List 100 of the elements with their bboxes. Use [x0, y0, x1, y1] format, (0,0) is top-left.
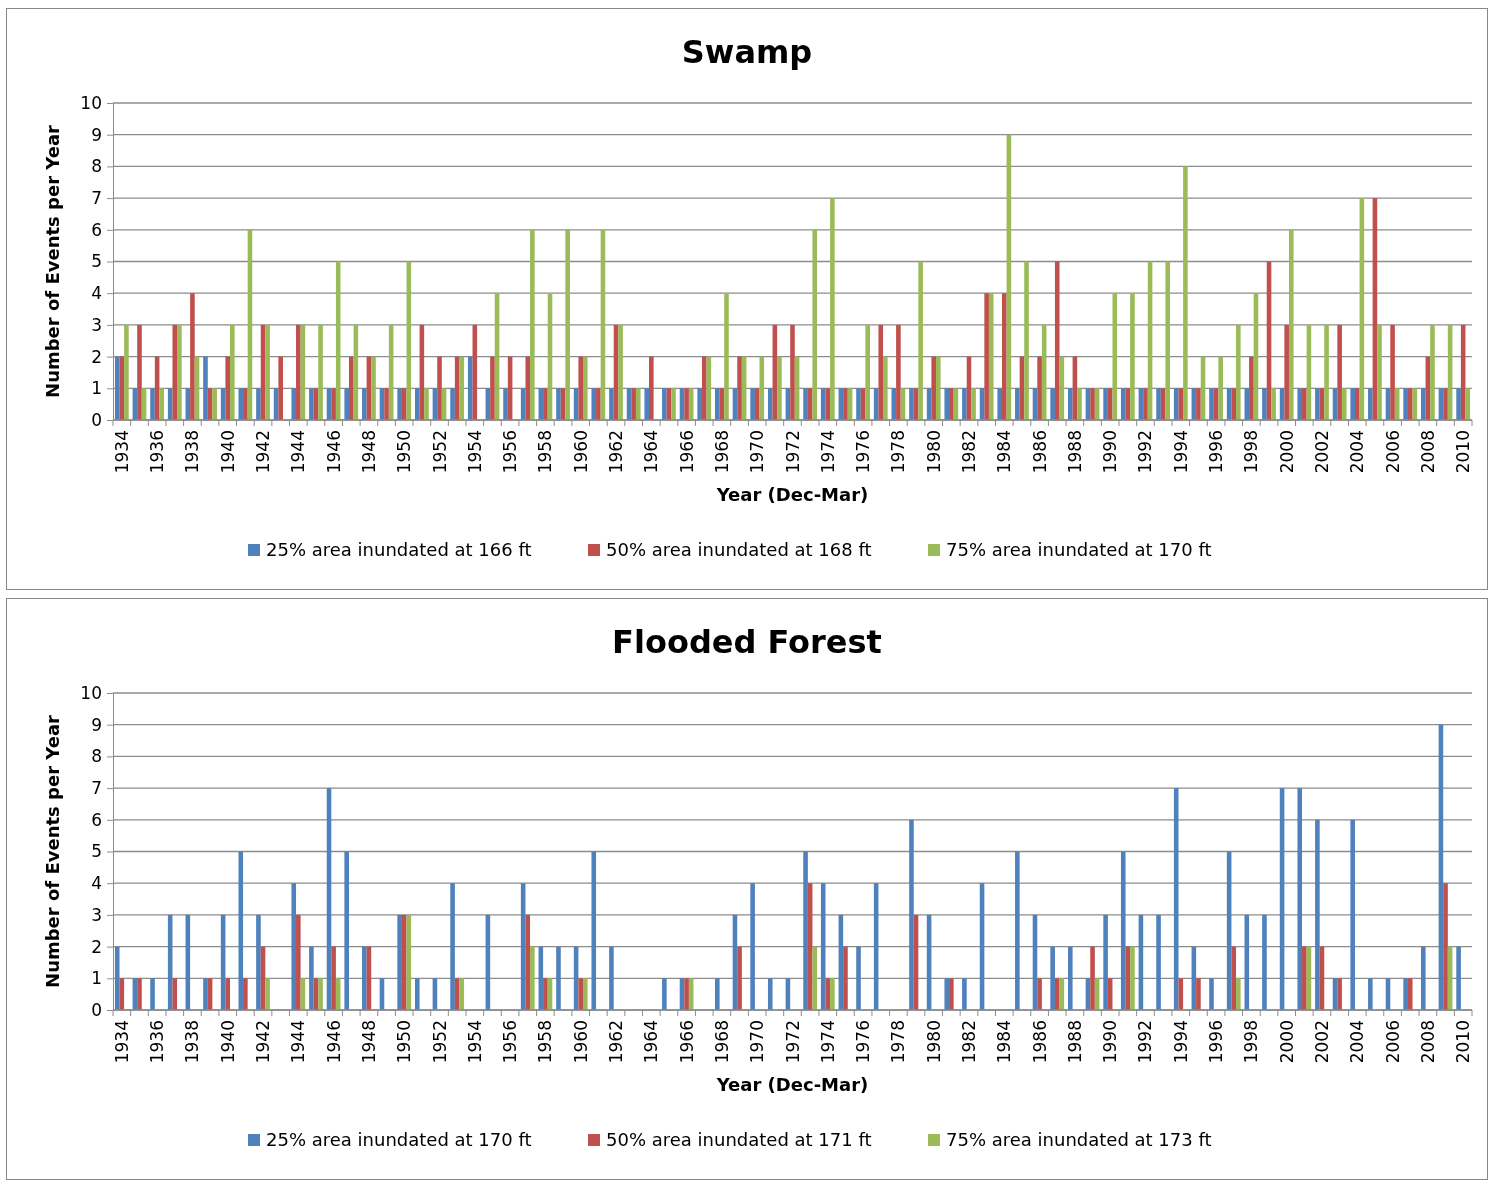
bar: [1354, 388, 1360, 420]
bar: [812, 229, 818, 420]
bar: [190, 293, 195, 420]
x-tick-label: 1950: [394, 1020, 415, 1064]
x-tick-label: 1946: [323, 1020, 344, 1064]
bar: [591, 388, 597, 420]
x-tick-label: 2000: [1276, 1020, 1297, 1064]
bar: [450, 388, 455, 420]
bar: [414, 978, 420, 1010]
bar: [830, 198, 835, 420]
x-tick-label: 1976: [853, 430, 874, 474]
x-tick-label: 1982: [958, 430, 979, 474]
bar: [437, 356, 442, 420]
bar: [697, 388, 702, 420]
bar: [543, 388, 548, 420]
x-tick-label: 1958: [535, 1020, 556, 1064]
bar: [225, 978, 231, 1010]
y-tick-label: 5: [91, 251, 102, 272]
bar: [1302, 388, 1307, 420]
bar: [1024, 261, 1029, 420]
bar: [1231, 388, 1237, 420]
bar: [1407, 388, 1413, 420]
bar: [1350, 388, 1355, 420]
bar: [1120, 388, 1126, 420]
x-tick-label: 2004: [1347, 430, 1368, 474]
x-tick-label: 1978: [888, 1020, 909, 1064]
bar: [1196, 978, 1201, 1010]
y-tick-label: 0: [91, 999, 102, 1020]
bar: [114, 356, 120, 420]
bar: [931, 356, 936, 420]
x-tick-label: 1994: [1170, 430, 1191, 474]
y-tick-label: 7: [91, 778, 102, 799]
bar: [1271, 388, 1276, 420]
bar: [803, 388, 808, 420]
bar: [737, 356, 742, 420]
bar: [1090, 388, 1095, 420]
bar: [843, 388, 848, 420]
bar: [296, 324, 301, 420]
bar: [331, 388, 336, 420]
chart-title: Flooded Forest: [612, 623, 882, 661]
bar: [935, 356, 941, 420]
x-tick-label: 1938: [182, 430, 203, 474]
bar: [1236, 978, 1241, 1010]
y-tick-label: 4: [91, 873, 102, 894]
x-tick-label: 1972: [782, 430, 803, 474]
x-tick-label: 1944: [288, 1020, 309, 1064]
x-tick-label: 1974: [817, 430, 838, 474]
bar: [1465, 388, 1471, 420]
bar: [701, 356, 707, 420]
bar: [424, 388, 429, 420]
bar: [256, 914, 261, 1010]
bar: [1377, 324, 1382, 420]
bar: [414, 388, 420, 420]
bar: [1015, 851, 1020, 1010]
x-tick-label: 2010: [1453, 1020, 1474, 1064]
bar: [450, 883, 455, 1010]
x-tick-label: 1960: [570, 1020, 591, 1064]
bar: [984, 293, 989, 420]
x-axis-title: Year (Dec-Mar): [715, 484, 869, 505]
bar: [596, 388, 601, 420]
bar: [335, 978, 341, 1010]
bar: [1054, 261, 1060, 420]
x-tick-label: 1984: [994, 1020, 1015, 1064]
bar: [1324, 324, 1329, 420]
x-tick-label: 1972: [782, 1020, 803, 1064]
bar: [609, 388, 614, 420]
bar: [820, 883, 826, 1010]
bar: [635, 388, 641, 420]
x-axis-title: Year (Dec-Mar): [715, 1074, 869, 1095]
x-tick-label: 1960: [570, 430, 591, 474]
y-axis-title: Number of Events per Year: [42, 714, 63, 988]
bar: [962, 388, 967, 420]
x-tick-label: 1946: [323, 430, 344, 474]
x-tick-label: 1970: [747, 1020, 768, 1064]
x-tick-label: 1948: [358, 430, 379, 474]
y-tick-label: 9: [91, 124, 102, 145]
bar: [949, 978, 954, 1010]
bar: [212, 388, 217, 420]
y-tick-label: 5: [91, 841, 102, 862]
x-tick-label: 1944: [288, 430, 309, 474]
bar: [1443, 883, 1448, 1010]
bar: [459, 356, 465, 420]
bar: [1420, 946, 1426, 1010]
x-tick-label: 1942: [253, 1020, 274, 1064]
bar: [944, 978, 950, 1010]
bar: [1090, 946, 1095, 1010]
bar: [459, 978, 465, 1010]
bar: [1077, 388, 1082, 420]
bar: [238, 388, 244, 420]
chart-title: Swamp: [681, 33, 813, 71]
bar: [790, 324, 795, 420]
bar: [997, 388, 1002, 420]
bar: [909, 388, 914, 420]
x-tick-label: 1986: [1029, 430, 1050, 474]
x-tick-label: 1996: [1206, 430, 1227, 474]
bar: [1368, 388, 1373, 420]
x-tick-label: 1964: [641, 1020, 662, 1064]
bar: [1209, 388, 1214, 420]
bar: [631, 388, 636, 420]
bar: [1420, 388, 1426, 420]
